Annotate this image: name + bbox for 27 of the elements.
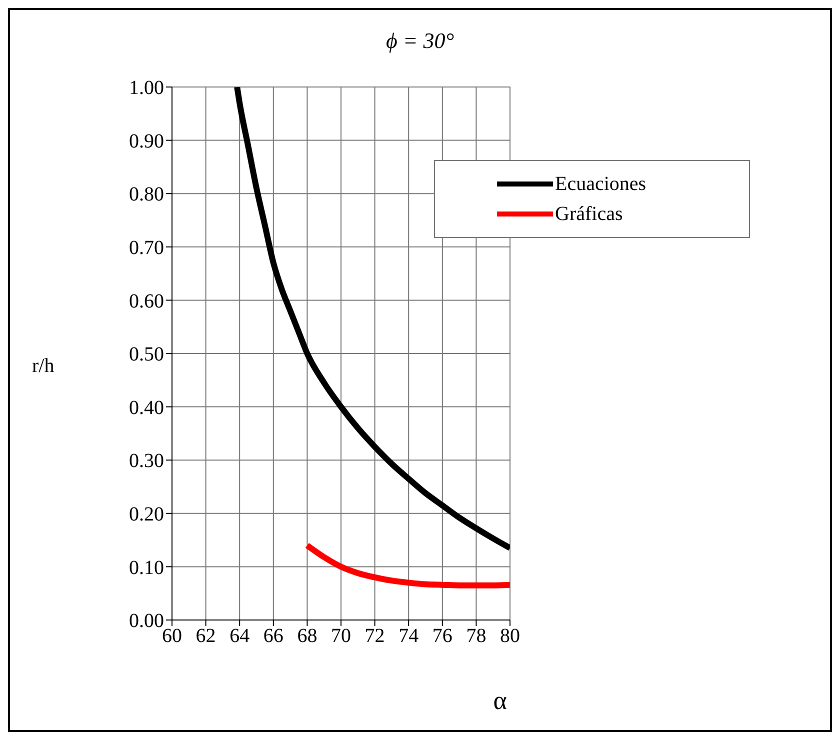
y-tick-label: 0.30 xyxy=(129,450,164,472)
x-tick-label: 76 xyxy=(432,625,452,648)
x-tick-label: 62 xyxy=(196,625,216,648)
y-axis-title: r/h xyxy=(32,355,54,378)
y-tick-label: 0.20 xyxy=(129,504,164,526)
x-tick-label: 72 xyxy=(364,625,385,648)
x-tick-label: 80 xyxy=(500,625,520,648)
x-tick-label: 64 xyxy=(230,625,250,648)
x-tick-label: 78 xyxy=(466,625,486,648)
y-tick-label: 0.70 xyxy=(129,237,164,259)
y-tick-label: 0.10 xyxy=(129,556,164,579)
y-tick-label: 0.80 xyxy=(129,184,164,206)
chart-title: ϕ = 30° xyxy=(384,28,456,54)
x-tick-label: 68 xyxy=(297,625,318,648)
y-tick-label: 0.40 xyxy=(129,396,164,419)
y-tick-label: 0.60 xyxy=(129,290,164,312)
x-tick-label: 66 xyxy=(263,625,284,648)
x-axis-title: α xyxy=(492,686,508,716)
y-tick-label: 1.00 xyxy=(129,77,164,100)
x-tick-label: 74 xyxy=(398,625,419,648)
y-tick-label: 0.50 xyxy=(129,344,164,366)
legend-label: Gráficas xyxy=(555,202,623,226)
y-tick-label: 0.00 xyxy=(129,610,164,632)
y-tick-label: 0.90 xyxy=(129,130,164,152)
x-tick-label: 60 xyxy=(162,625,182,648)
legend-label: Ecuaciones xyxy=(555,172,646,196)
x-tick-label: 70 xyxy=(331,625,351,648)
